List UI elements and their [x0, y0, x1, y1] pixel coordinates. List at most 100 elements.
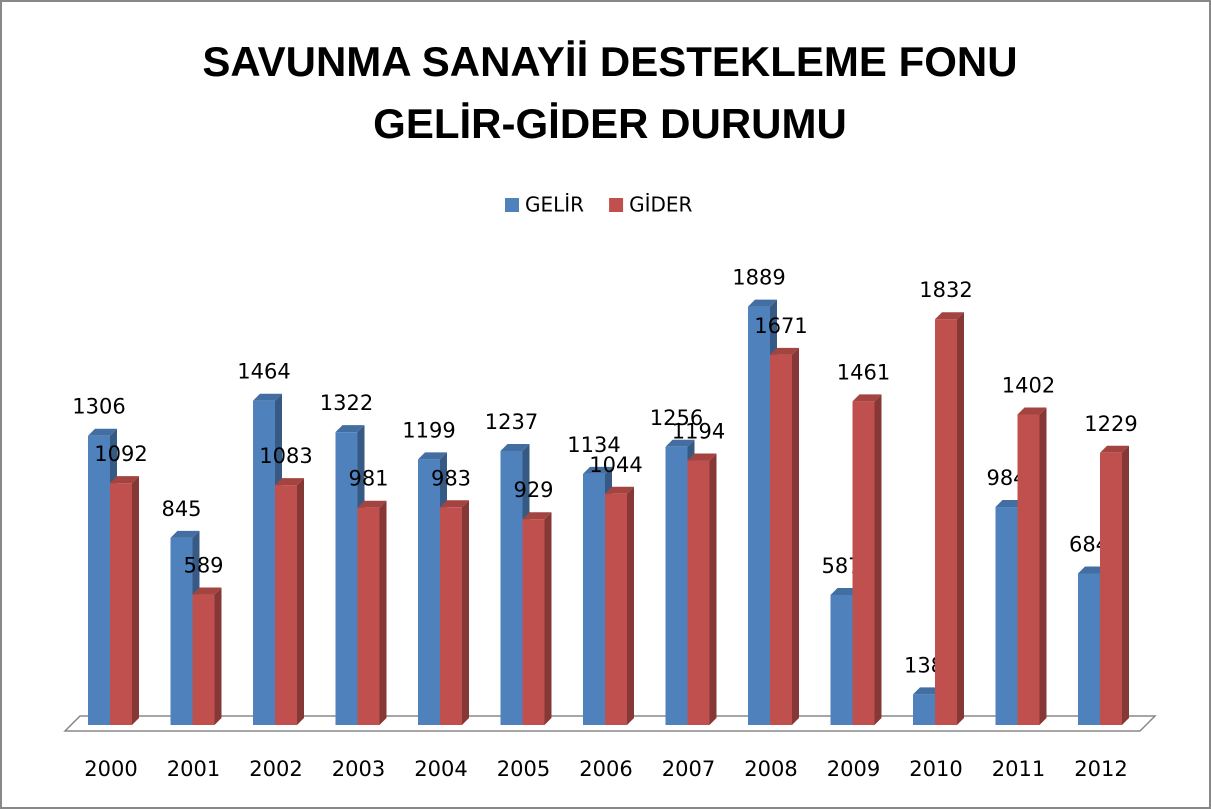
bar-front	[913, 694, 935, 725]
bar	[770, 347, 799, 725]
bar-front	[770, 354, 792, 725]
x-tick-label: 2011	[992, 757, 1045, 781]
x-tick-label: 2007	[662, 757, 715, 781]
bar-top	[935, 312, 964, 320]
bar-front	[995, 507, 1018, 725]
bar-front	[935, 319, 957, 725]
bar-top	[852, 394, 882, 402]
x-tick-label: 2000	[84, 757, 137, 781]
bar-front	[748, 306, 770, 725]
bar-front	[522, 519, 545, 725]
bar-top	[275, 478, 304, 486]
x-tick-label: 2002	[249, 757, 302, 781]
data-label: 1237	[485, 410, 538, 434]
bar	[1017, 407, 1047, 725]
x-tick-label: 2012	[1074, 757, 1127, 781]
bar-front	[605, 493, 627, 725]
bar-side	[957, 312, 964, 725]
bar-front	[253, 400, 275, 725]
x-tick-label: 2003	[332, 757, 385, 781]
bar-side	[462, 500, 469, 725]
bar	[357, 500, 387, 725]
data-label: 1832	[919, 278, 972, 302]
legend-label: GELİR	[525, 193, 584, 217]
bar-front	[852, 401, 875, 725]
data-label: 1092	[94, 442, 147, 466]
bar-side	[132, 476, 139, 725]
data-label: 1256	[650, 406, 703, 430]
bar-front	[275, 485, 297, 725]
data-label: 1083	[259, 444, 312, 468]
bar-top	[913, 687, 942, 695]
bar-front	[88, 435, 110, 725]
bar	[275, 478, 304, 725]
bar-top	[583, 466, 612, 474]
bar-top	[665, 439, 695, 447]
bar-top	[995, 500, 1025, 508]
bar-top	[1078, 566, 1107, 574]
bar-front	[583, 473, 605, 725]
data-label: 1464	[237, 360, 290, 384]
bar-top	[500, 444, 530, 452]
bar	[1100, 445, 1129, 725]
data-label: 1134	[567, 433, 620, 457]
bar-side	[1039, 407, 1047, 725]
bar	[687, 453, 717, 725]
bar-top	[1100, 445, 1129, 453]
bar	[935, 312, 964, 725]
x-tick-label: 2001	[167, 757, 220, 781]
bar-front	[500, 451, 523, 725]
bar	[192, 587, 222, 725]
x-tick-label: 2008	[744, 757, 797, 781]
data-label: 929	[513, 478, 553, 502]
bar-top	[440, 500, 469, 508]
bar-front	[440, 507, 462, 725]
x-tick-label: 2004	[414, 757, 467, 781]
legend-swatch	[609, 198, 624, 212]
bar-top	[605, 486, 634, 494]
bar-side	[709, 453, 717, 725]
bar-side	[544, 512, 552, 725]
x-tick-label: 2009	[827, 757, 880, 781]
bar	[440, 500, 469, 725]
data-label: 1229	[1084, 412, 1137, 436]
bar-top	[253, 393, 282, 401]
bar	[605, 486, 634, 725]
data-label: 1044	[589, 453, 642, 477]
bar-top	[110, 476, 139, 484]
bar-top	[192, 587, 222, 595]
data-label: 1889	[732, 266, 785, 290]
bar-top	[830, 587, 860, 595]
bar-top	[1017, 407, 1047, 415]
bar-side	[214, 587, 222, 725]
bar-front	[830, 594, 853, 725]
bar-side	[379, 500, 387, 725]
bar-front	[1100, 452, 1122, 725]
bar-front	[110, 483, 132, 725]
bar-front	[357, 507, 380, 725]
data-label: 1199	[402, 418, 455, 442]
data-label: 589	[183, 554, 223, 578]
data-label: 845	[161, 497, 201, 521]
bar-side	[1122, 445, 1129, 725]
data-label: 1461	[837, 360, 890, 384]
bar-front	[335, 432, 358, 725]
data-label: 1194	[672, 420, 725, 444]
data-label: 1322	[320, 391, 373, 415]
chart-title: GELİR-GİDER DURUMU	[373, 100, 847, 147]
bar	[852, 394, 882, 725]
bar-front	[687, 460, 710, 725]
bar-front	[665, 446, 688, 725]
data-label: 1306	[72, 395, 125, 419]
bar-side	[297, 478, 304, 725]
bar-top	[748, 299, 777, 307]
legend-swatch	[505, 198, 519, 212]
bar-top	[335, 425, 365, 433]
x-tick-label: 2005	[497, 757, 550, 781]
bar-front	[192, 594, 215, 725]
bar-front	[1078, 573, 1100, 725]
bar-top	[88, 428, 117, 436]
chart-title: SAVUNMA SANAYİİ DESTEKLEME FONU	[202, 38, 1017, 85]
bar	[110, 476, 139, 725]
